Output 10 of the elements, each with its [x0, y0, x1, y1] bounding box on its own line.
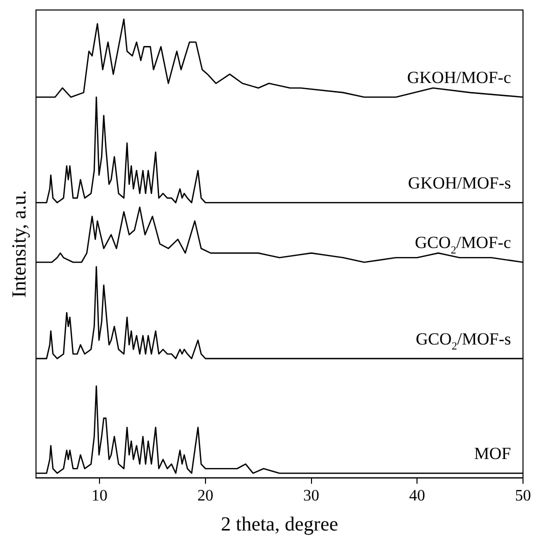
x-tick-label: 30 — [303, 488, 320, 505]
series-label: MOF — [474, 444, 512, 464]
series-label: GKOH/MOF-s — [408, 174, 512, 193]
x-tick-label: 10 — [92, 488, 108, 505]
y-axis-title: Intensity, a.u. — [8, 190, 30, 298]
x-tick-label: 20 — [197, 488, 214, 505]
x-tick-label: 40 — [409, 488, 426, 505]
x-axis-title: 2 theta, degree — [220, 513, 338, 536]
series-label: GKOH/MOF-c — [407, 68, 512, 88]
x-tick-label: 50 — [515, 488, 531, 505]
